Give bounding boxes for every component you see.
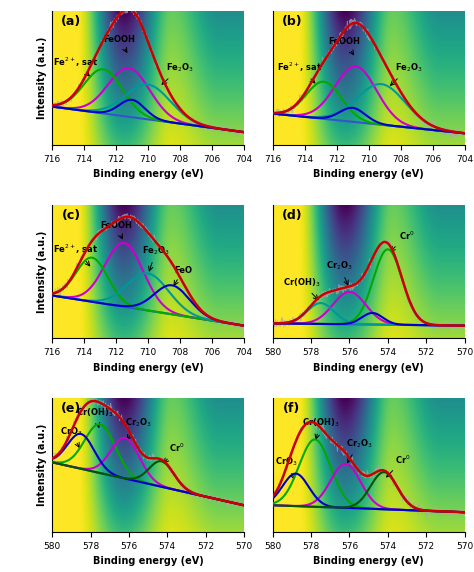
- X-axis label: Binding energy (eV): Binding energy (eV): [93, 363, 203, 373]
- Text: (b): (b): [282, 15, 302, 29]
- Text: Cr$^0$: Cr$^0$: [164, 442, 185, 463]
- Text: Cr$^0$: Cr$^0$: [391, 230, 415, 251]
- Text: Cr(OH)$_3$: Cr(OH)$_3$: [76, 407, 113, 427]
- Text: Cr$^0$: Cr$^0$: [387, 454, 411, 477]
- Text: (c): (c): [62, 209, 81, 222]
- Text: CrO$_3$: CrO$_3$: [275, 456, 298, 479]
- Text: Fe$_2$O$_3$: Fe$_2$O$_3$: [391, 62, 423, 85]
- X-axis label: Binding energy (eV): Binding energy (eV): [93, 169, 203, 179]
- X-axis label: Binding energy (eV): Binding energy (eV): [313, 556, 424, 566]
- Text: (e): (e): [61, 403, 82, 415]
- Text: Fe$_2$O$_3$: Fe$_2$O$_3$: [142, 245, 170, 271]
- Text: FeOOH: FeOOH: [100, 221, 132, 239]
- Text: Cr$_2$O$_3$: Cr$_2$O$_3$: [346, 437, 373, 463]
- Y-axis label: Intensity (a.u.): Intensity (a.u.): [36, 424, 46, 506]
- Text: Cr(OH)$_3$: Cr(OH)$_3$: [302, 416, 339, 439]
- X-axis label: Binding energy (eV): Binding energy (eV): [313, 169, 424, 179]
- X-axis label: Binding energy (eV): Binding energy (eV): [93, 556, 203, 566]
- Text: FeOOH: FeOOH: [103, 35, 135, 52]
- Text: Cr(OH)$_3$: Cr(OH)$_3$: [283, 276, 320, 300]
- Text: CrO$_3$: CrO$_3$: [60, 426, 83, 447]
- Text: Fe$^{2+}$, sat: Fe$^{2+}$, sat: [277, 61, 322, 83]
- X-axis label: Binding energy (eV): Binding energy (eV): [313, 363, 424, 373]
- Y-axis label: Intensity (a.u.): Intensity (a.u.): [36, 37, 46, 120]
- Text: Cr$_2$O$_3$: Cr$_2$O$_3$: [125, 416, 152, 439]
- Text: (d): (d): [282, 209, 302, 222]
- Text: Fe$^{2+}$, sat: Fe$^{2+}$, sat: [54, 56, 99, 76]
- Text: Fe$_2$O$_3$: Fe$_2$O$_3$: [162, 62, 194, 84]
- Y-axis label: Intensity (a.u.): Intensity (a.u.): [36, 231, 46, 313]
- Text: Cr$_2$O$_3$: Cr$_2$O$_3$: [327, 260, 353, 285]
- Text: FeO: FeO: [174, 265, 192, 285]
- Text: (a): (a): [61, 15, 82, 29]
- Text: FeOOH: FeOOH: [328, 37, 361, 55]
- Text: Fe$^{2+}$, sat: Fe$^{2+}$, sat: [54, 243, 99, 266]
- Text: (f): (f): [283, 403, 301, 415]
